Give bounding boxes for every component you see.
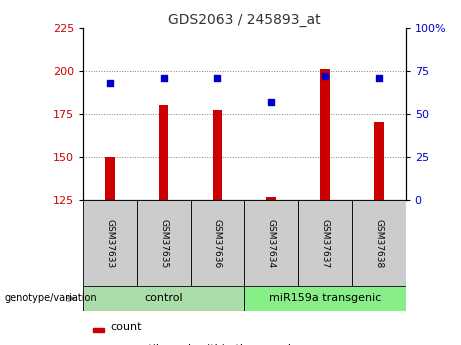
Point xyxy=(214,75,221,80)
Text: GSM37634: GSM37634 xyxy=(267,219,276,268)
FancyBboxPatch shape xyxy=(83,200,137,286)
Text: count: count xyxy=(110,322,142,332)
Text: genotype/variation: genotype/variation xyxy=(5,294,97,303)
Point xyxy=(375,75,383,80)
Point xyxy=(267,99,275,105)
Point xyxy=(106,80,113,86)
Text: GSM37635: GSM37635 xyxy=(159,219,168,268)
FancyBboxPatch shape xyxy=(83,286,244,310)
Text: miR159a transgenic: miR159a transgenic xyxy=(269,294,381,303)
Bar xyxy=(93,328,104,332)
Text: control: control xyxy=(144,294,183,303)
Bar xyxy=(320,69,330,200)
Bar xyxy=(105,157,115,200)
Text: percentile rank within the sample: percentile rank within the sample xyxy=(110,344,298,345)
Text: GSM37636: GSM37636 xyxy=(213,219,222,268)
Bar xyxy=(266,197,276,200)
Text: GSM37633: GSM37633 xyxy=(106,219,114,268)
Text: GSM37637: GSM37637 xyxy=(320,219,330,268)
Bar xyxy=(159,105,168,200)
Text: GSM37638: GSM37638 xyxy=(374,219,383,268)
Title: GDS2063 / 245893_at: GDS2063 / 245893_at xyxy=(168,12,321,27)
Point xyxy=(321,73,329,79)
FancyBboxPatch shape xyxy=(298,200,352,286)
Point xyxy=(160,75,167,80)
FancyBboxPatch shape xyxy=(244,200,298,286)
FancyBboxPatch shape xyxy=(352,200,406,286)
FancyBboxPatch shape xyxy=(137,200,190,286)
Bar xyxy=(374,122,384,200)
FancyBboxPatch shape xyxy=(190,200,244,286)
FancyBboxPatch shape xyxy=(244,286,406,310)
Bar xyxy=(213,110,222,200)
